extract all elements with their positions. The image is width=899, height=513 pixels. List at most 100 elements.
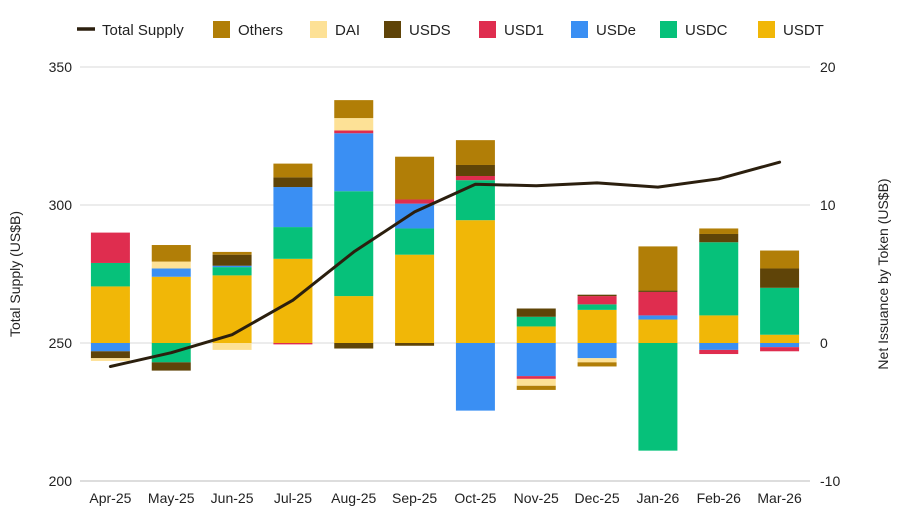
bar-segment-usds [760, 268, 800, 288]
bars [90, 100, 800, 451]
bar-segment-dai [151, 261, 191, 269]
bar-segment-usds [577, 294, 617, 297]
bar-segment-usds [638, 290, 678, 292]
x-tick-label: Jun-25 [211, 490, 254, 506]
bar-segment-usde [151, 268, 191, 277]
x-tick-label: Jul-25 [274, 490, 312, 506]
legend-swatch [571, 21, 588, 38]
x-tick-label: May-25 [148, 490, 195, 506]
x-tick-label: Aug-25 [331, 490, 376, 506]
legend-item-others: Others [213, 21, 283, 39]
bar-segment-usdt [395, 254, 435, 343]
legend-swatch [310, 21, 327, 38]
bar-segment-usde [577, 343, 617, 359]
x-tick-label: Sep-25 [392, 490, 437, 506]
bar-segment-usde [455, 343, 495, 411]
bar-segment-usds [455, 164, 495, 177]
bar-segment-usde [638, 315, 678, 320]
bar-segment-usdt [334, 296, 374, 343]
legend-swatch [213, 21, 230, 38]
bar-segment-usde [334, 133, 374, 192]
bar-segment-usde [516, 343, 556, 377]
bar-segment-usde [212, 265, 252, 268]
x-tick-label: Oct-25 [454, 490, 496, 506]
axes: 200 250 300 350 -10 0 10 20 Apr-25 May-25 Jun-25 Ju… [49, 59, 841, 506]
legend-label: USDe [596, 22, 636, 39]
legend-label: Others [238, 22, 283, 39]
bar-segment-usde [90, 343, 130, 352]
legend-swatch [479, 21, 496, 38]
bar-segment-usdc [516, 316, 556, 327]
bar-segment-usdt [638, 319, 678, 343]
bar-segment-others [516, 385, 556, 390]
legend-item-usd1: USD1 [479, 21, 544, 39]
bar-segment-others [334, 100, 374, 119]
bar-segment-others [577, 362, 617, 367]
bar-segment-usdt [760, 334, 800, 343]
bar-segment-usd1 [455, 176, 495, 181]
bar-segment-others [699, 228, 739, 234]
bar-segment-usde [760, 343, 800, 348]
bar-segment-others [455, 140, 495, 165]
left-tick-label: 350 [49, 59, 73, 75]
legend-label: DAI [335, 22, 360, 39]
right-tick-label: -10 [820, 473, 840, 489]
bar-segment-others [212, 251, 252, 255]
legend: Total Supply Others DAI USDS USD1 USDe USDC USD… [77, 21, 824, 39]
bar-segment-others [151, 245, 191, 262]
bar-segment-usdt [577, 309, 617, 343]
x-tick-label: Nov-25 [514, 490, 559, 506]
bar-segment-usdt [516, 326, 556, 343]
legend-label: USDC [685, 22, 728, 39]
left-tick-label: 300 [49, 197, 73, 213]
x-tick-label: Apr-25 [89, 490, 131, 506]
bar-segment-usds [90, 351, 130, 359]
total-supply-line-group [108, 160, 782, 368]
legend-swatch [660, 21, 677, 38]
left-tick-label: 200 [49, 473, 73, 489]
bar-segment-usdc [577, 304, 617, 310]
x-tick-label: Jan-26 [637, 490, 680, 506]
bar-segment-usd1 [760, 347, 800, 352]
bar-segment-usds [516, 308, 556, 317]
bar-segment-usds [699, 233, 739, 243]
bar-segment-usdt [455, 220, 495, 343]
total-supply-line [108, 160, 782, 368]
bar-segment-usdc [395, 228, 435, 255]
left-axis-title: Total Supply (US$B) [7, 211, 23, 337]
legend-label: USDT [783, 22, 824, 39]
bar-segment-usde [395, 203, 435, 229]
bar-segment-others [638, 246, 678, 291]
legend-item-total-supply: Total Supply [77, 22, 184, 39]
legend-item-usdc: USDC [660, 21, 728, 39]
bar-segment-usde [273, 187, 313, 228]
bar-segment-usdt [151, 276, 191, 343]
bar-segment-usdt [699, 315, 739, 343]
x-tick-label: Dec-25 [575, 490, 620, 506]
x-tick-label: Feb-26 [697, 490, 742, 506]
bar-segment-usdc [699, 242, 739, 316]
bar-segment-dai [334, 118, 374, 131]
right-tick-label: 0 [820, 335, 828, 351]
legend-swatch [384, 21, 401, 38]
bar-segment-usdc [455, 180, 495, 221]
legend-item-usde: USDe [571, 21, 636, 39]
bar-segment-usds [334, 343, 374, 349]
left-tick-label: 250 [49, 335, 73, 351]
bar-segment-others [395, 156, 435, 200]
bar-segment-usdt [212, 275, 252, 343]
bar-segment-usdc [273, 227, 313, 259]
legend-label: USD1 [504, 22, 544, 39]
bar-segment-usd1 [334, 130, 374, 134]
bar-segment-usd1 [638, 291, 678, 316]
right-tick-label: 10 [820, 197, 836, 213]
legend-swatch [758, 21, 775, 38]
bar-segment-usd1 [273, 343, 313, 345]
bar-segment-usds [212, 254, 252, 266]
right-tick-label: 20 [820, 59, 836, 75]
legend-label: Total Supply [102, 22, 184, 39]
bar-segment-usd1 [395, 199, 435, 204]
bar-segment-usds [151, 362, 191, 371]
bar-segment-usd1 [577, 296, 617, 305]
right-axis-title: Net Issuance by Token (US$B) [875, 178, 891, 369]
